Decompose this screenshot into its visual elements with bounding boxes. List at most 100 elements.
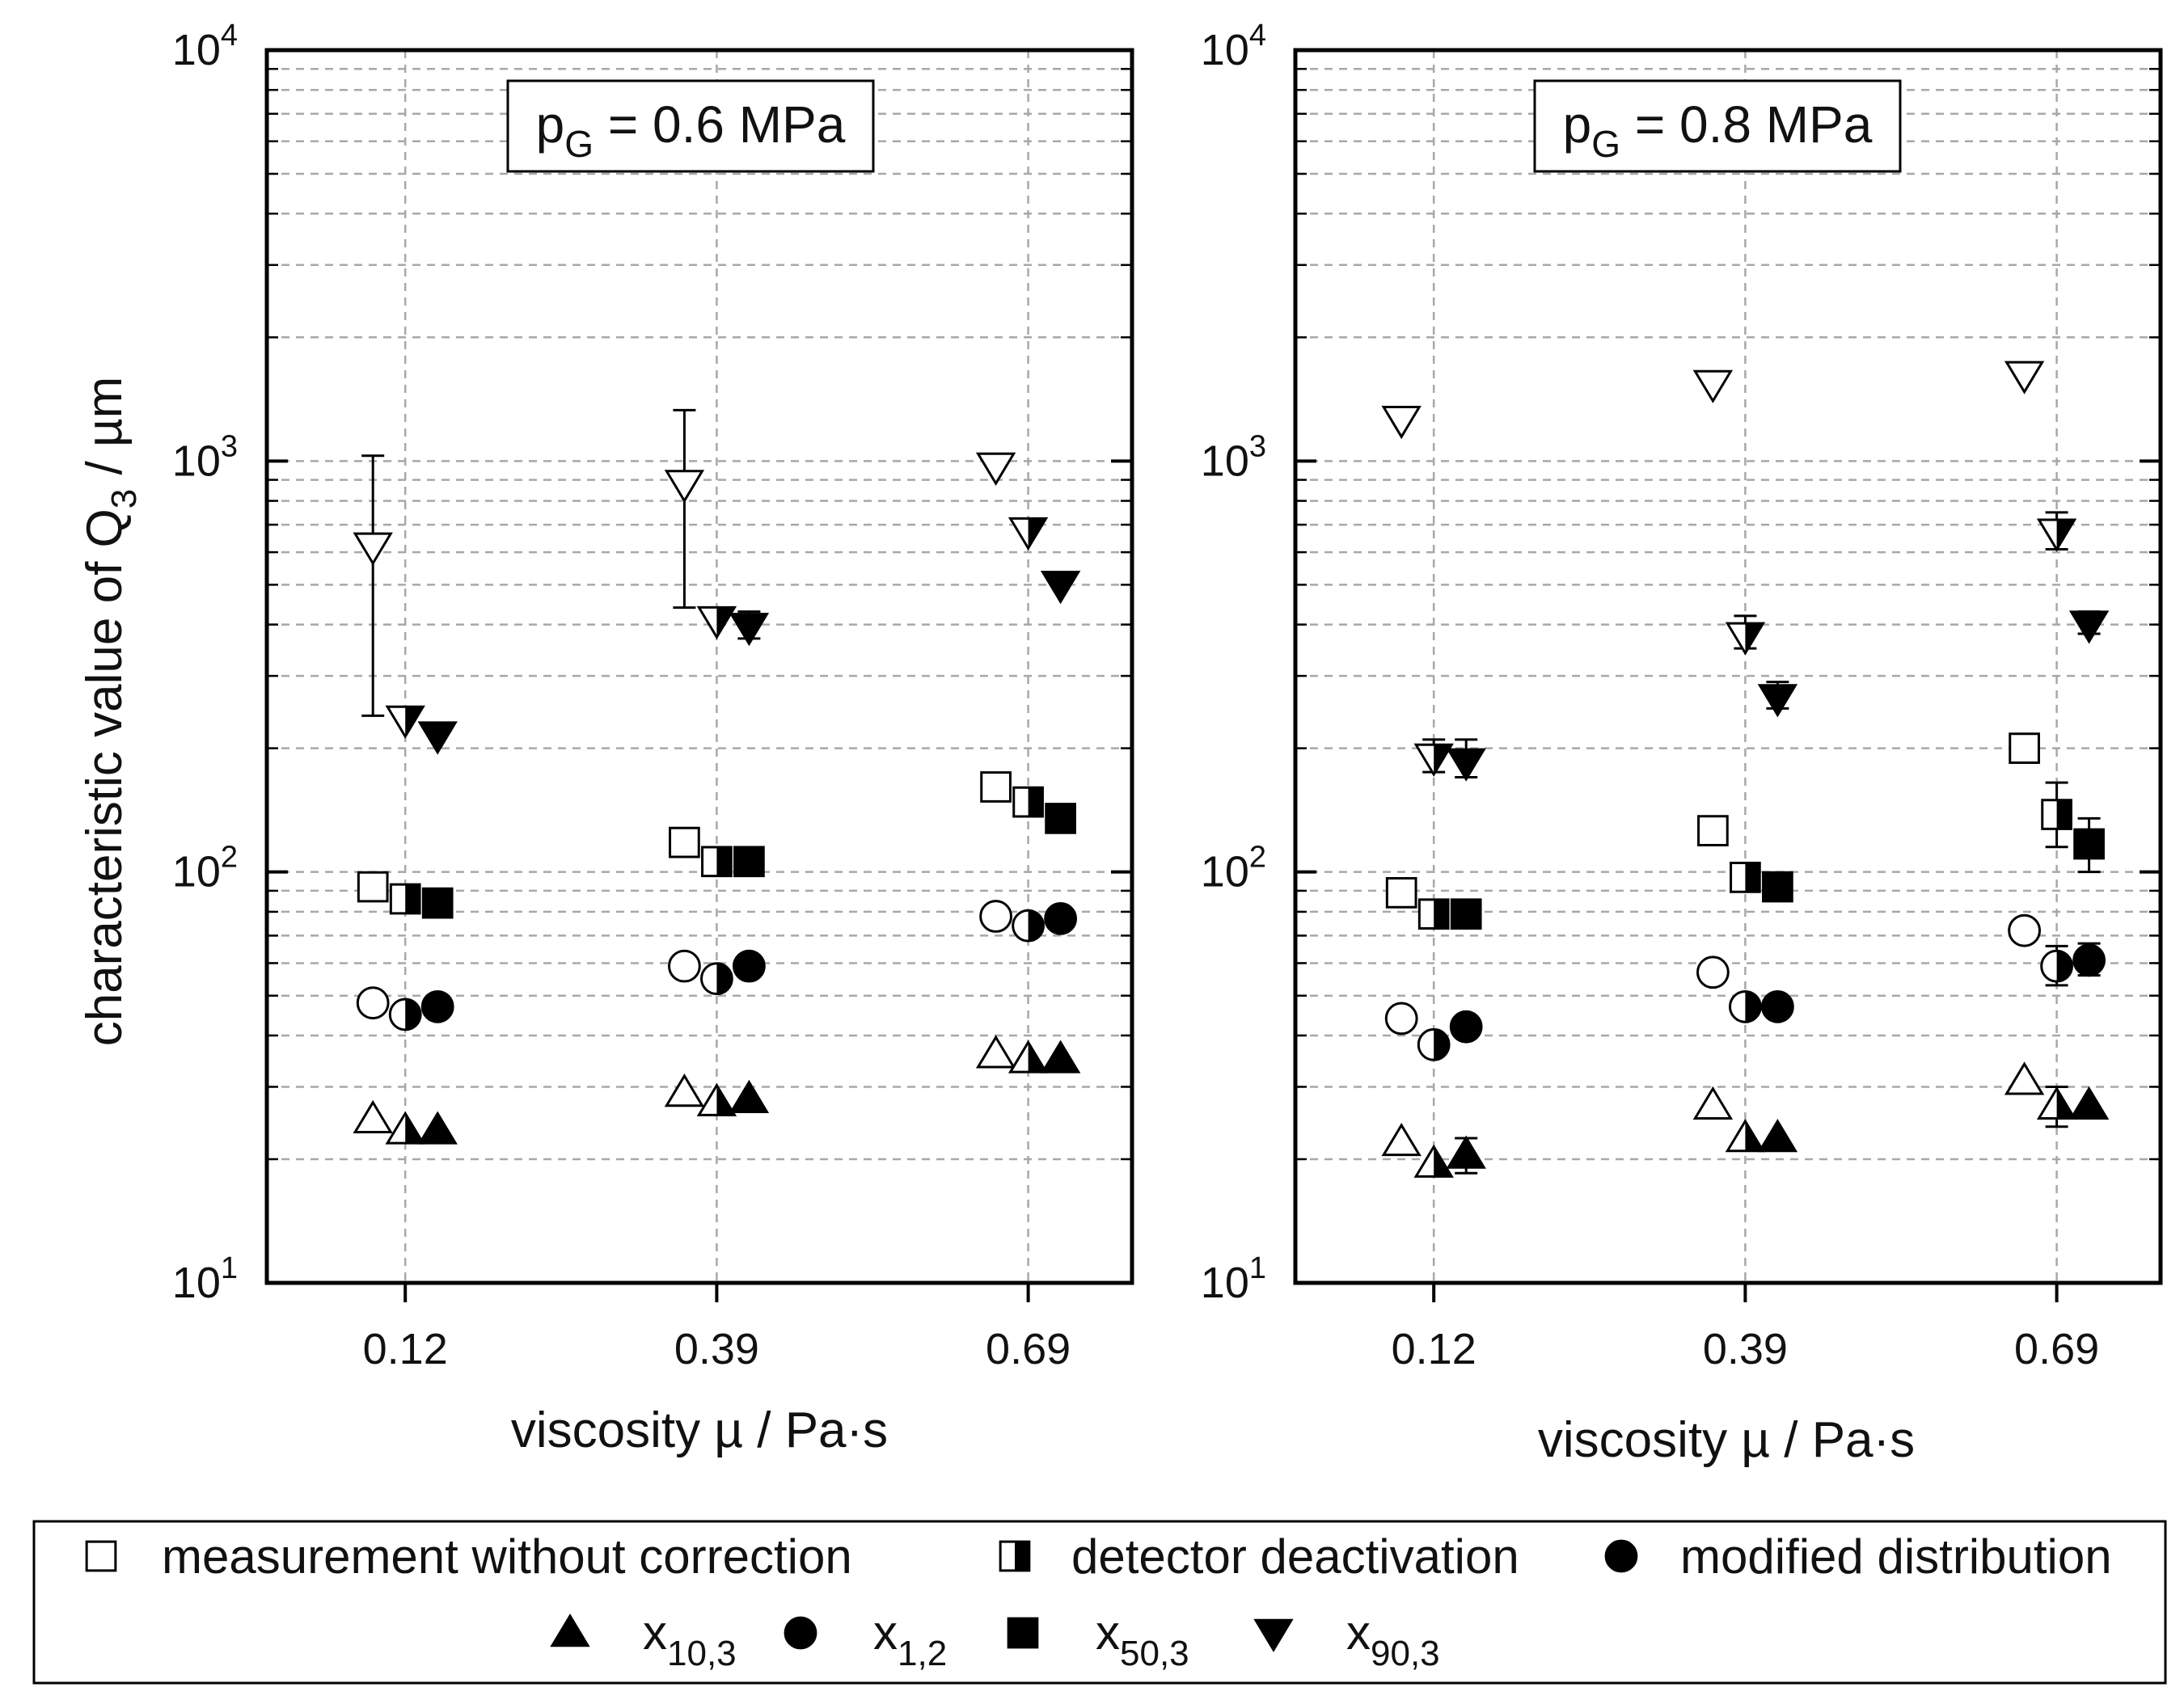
legend-marker — [784, 1616, 817, 1650]
error-bar — [361, 454, 385, 717]
data-point-right — [1725, 622, 1766, 656]
data-point-right — [2036, 518, 2077, 552]
legend-marker — [1007, 1617, 1039, 1649]
data-point-right — [1417, 898, 1450, 930]
data-point-left — [733, 846, 765, 878]
data-point-left — [701, 846, 733, 878]
legend-quantity-label: x10,3 — [643, 1605, 737, 1673]
data-point-right — [1381, 406, 1422, 440]
y-tick-label: 102 — [172, 841, 238, 896]
plot-frame-right — [1293, 48, 2163, 1285]
error-bar — [673, 408, 696, 610]
data-point-right — [2008, 913, 2042, 947]
data-point-right — [1728, 989, 1762, 1023]
data-point-left — [1040, 1040, 1081, 1074]
data-point-right — [1696, 955, 1730, 989]
data-point-right — [2068, 610, 2110, 644]
data-point-left — [353, 1099, 393, 1133]
data-point-right — [2068, 1086, 2110, 1120]
panel-title-right: pG = 0.8 MPa — [1563, 95, 1873, 165]
data-point-right — [1730, 862, 1761, 893]
x-tick-label: 0.39 — [674, 1325, 759, 1373]
legend-marker — [1604, 1539, 1638, 1573]
x-tick-label: 0.39 — [1703, 1325, 1788, 1373]
legend-marker — [999, 1540, 1031, 1572]
y-tick-label: 104 — [1201, 19, 1266, 74]
data-point-left — [417, 1111, 458, 1145]
x-axis-label-right: viscosity µ / Pa·s — [1538, 1412, 1915, 1468]
data-point-right — [1692, 1086, 1734, 1120]
data-point-right — [2004, 1061, 2045, 1095]
y-tick-label: 103 — [1201, 429, 1266, 485]
data-point-right — [2036, 1086, 2077, 1120]
data-point-left — [1045, 803, 1076, 834]
data-point-left — [1044, 901, 1077, 935]
x-tick-label: 0.12 — [1392, 1325, 1476, 1373]
data-point-right — [1446, 1135, 1486, 1169]
data-point-left — [1012, 786, 1044, 818]
data-point-right — [1760, 989, 1794, 1023]
data-point-left — [669, 826, 700, 858]
data-point-left — [1008, 517, 1049, 551]
data-point-right — [2072, 943, 2106, 977]
data-point-right — [1762, 871, 1793, 903]
data-point-right — [1385, 877, 1417, 909]
x-axis-label-left: viscosity µ / Pa·s — [511, 1403, 888, 1458]
y-tick-label: 102 — [1201, 841, 1266, 896]
ticks-right: 101 102 103 104 0.12 0.39 0.69 — [1201, 19, 2161, 1373]
data-point-right — [1384, 1002, 1418, 1036]
data-point-left — [420, 989, 454, 1023]
chart-panel-right: 101 102 103 104 0.12 0.39 0.69 pG = 0.8 MPa vi… — [1201, 19, 2163, 1468]
data-point-right — [1413, 1144, 1454, 1178]
legend-methods-row: measurement without correction detector d… — [85, 1529, 2112, 1584]
data-point-right — [2040, 949, 2074, 983]
data-point-left — [696, 605, 737, 640]
data-point-left — [357, 871, 389, 903]
data-point-left — [979, 900, 1012, 933]
legend-marker — [85, 1540, 117, 1572]
plot-frame-left — [264, 48, 1134, 1285]
y-tick-label: 101 — [172, 1251, 238, 1307]
grid-right — [1295, 50, 2161, 1283]
panel-title-left: pG = 0.6 MPa — [536, 95, 846, 165]
legend-quantity-label: x90,3 — [1346, 1605, 1440, 1673]
legend-method-label: measurement without correction — [162, 1529, 852, 1584]
legend-method-label: detector deactivation — [1071, 1529, 1519, 1584]
chart-panel-left: 101 102 103 104 0.12 0.39 0.69 pG = 0.6 MPa vi… — [172, 19, 1134, 1458]
data-point-left — [1040, 571, 1081, 605]
data-point-left — [700, 962, 733, 996]
y-tick-label: 104 — [172, 19, 238, 74]
ticks-left: 101 102 103 104 0.12 0.39 0.69 — [172, 19, 1132, 1373]
data-point-left — [980, 771, 1012, 803]
data-point-left — [389, 883, 421, 915]
data-point-right — [1697, 815, 1729, 846]
x-tick-label: 0.12 — [363, 1325, 448, 1373]
y-axis-label: characteristic value of Q3 / µm — [77, 377, 144, 1047]
x-tick-label: 0.69 — [986, 1325, 1071, 1373]
legend-method-label: modified distribution — [1680, 1529, 2112, 1584]
legend-marker — [1253, 1618, 1294, 1652]
data-point-right — [1446, 748, 1486, 782]
data-point-left — [385, 1111, 425, 1145]
legend-marker — [550, 1614, 590, 1647]
data-point-right — [2041, 799, 2072, 830]
title-box-left: pG = 0.6 MPa — [506, 79, 875, 173]
data-point-right — [2073, 828, 2105, 860]
data-point-left — [1008, 1040, 1049, 1074]
data-point-right — [1417, 1027, 1451, 1061]
title-box-right: pG = 0.8 MPa — [1533, 79, 1902, 173]
data-point-right — [2004, 361, 2045, 394]
y-tick-label: 101 — [1201, 1251, 1266, 1307]
data-point-right — [1757, 1119, 1798, 1153]
marks-right — [1381, 361, 2110, 1178]
data-point-right — [1381, 1123, 1422, 1157]
data-point-left — [385, 705, 425, 739]
legend-frame — [32, 1520, 2167, 1685]
data-point-left — [417, 721, 458, 755]
data-point-left — [733, 949, 766, 983]
data-point-left — [664, 1074, 705, 1107]
data-point-left — [356, 986, 390, 1020]
data-point-left — [696, 1082, 737, 1116]
data-point-right — [1692, 369, 1734, 403]
